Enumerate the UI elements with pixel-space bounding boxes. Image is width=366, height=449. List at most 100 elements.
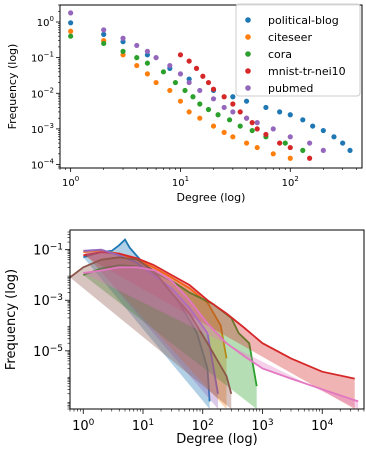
- data-point-cora: [68, 33, 74, 39]
- tick-label: 10−1: [31, 51, 54, 65]
- data-point-political-blog: [263, 104, 269, 111]
- data-point-pubmed: [320, 147, 326, 153]
- series-line-4: [83, 248, 219, 394]
- data-point-political-blog: [300, 117, 306, 123]
- data-point-cora: [101, 40, 107, 47]
- series-area-1: [83, 250, 227, 409]
- data-point-cora: [134, 55, 140, 61]
- plot-frame: [69, 229, 365, 410]
- data-point-cora: [300, 147, 306, 153]
- data-point-citeseer: [177, 98, 184, 104]
- data-point-pubmed: [243, 115, 250, 121]
- data-point-mnist-tr-nei10: [193, 65, 200, 71]
- tick-label: 102: [192, 418, 214, 434]
- data-point-mnist-tr-nei10: [287, 144, 293, 151]
- data-point-citeseer: [197, 115, 203, 121]
- data-point-citeseer: [144, 71, 150, 77]
- tick-label: 101: [172, 175, 189, 189]
- data-point-political-blog: [243, 98, 250, 104]
- data-point-citeseer: [230, 134, 236, 140]
- series-line-6: [83, 266, 359, 403]
- tick-label: 10−1: [33, 243, 63, 259]
- data-point-citeseer: [210, 123, 217, 129]
- legend-entry: citeseer: [268, 31, 312, 44]
- series-area-2: [83, 265, 257, 409]
- plot-frame: [59, 4, 363, 169]
- data-point-cora: [160, 69, 167, 75]
- legend-box: [235, 3, 361, 97]
- data-point-mnist-tr-nei10: [249, 120, 255, 126]
- data-point-cora: [172, 79, 179, 86]
- data-point-mnist-tr-nei10: [205, 79, 212, 86]
- data-point-pubmed: [230, 109, 236, 115]
- data-point-mnist-tr-nei10: [177, 52, 184, 58]
- tick-label: 101: [132, 418, 154, 434]
- data-point-cora: [182, 87, 188, 94]
- tick-label: 10−5: [33, 344, 63, 360]
- data-point-cora: [282, 140, 288, 146]
- legend-marker: [245, 85, 251, 91]
- data-point-political-blog: [347, 147, 353, 153]
- tick-label: 100: [72, 418, 95, 434]
- data-point-mnist-tr-nei10: [200, 73, 206, 79]
- data-point-pubmed: [144, 48, 150, 54]
- data-point-mnist-tr-nei10: [307, 155, 313, 161]
- data-point-mnist-tr-nei10: [230, 101, 236, 107]
- data-point-citeseer: [167, 87, 173, 94]
- data-point-mnist-tr-nei10: [210, 86, 217, 92]
- data-point-mnist-tr-nei10: [221, 94, 227, 100]
- data-point-citeseer: [221, 129, 227, 135]
- data-point-pubmed: [101, 27, 107, 33]
- data-point-citeseer: [153, 79, 159, 86]
- data-point-political-blog: [320, 127, 326, 134]
- tick-label: 100: [37, 15, 54, 29]
- data-point-political-blog: [277, 109, 283, 115]
- series-line-0: [83, 238, 211, 402]
- tick-label: 100: [62, 175, 79, 189]
- data-point-mnist-tr-nei10: [237, 109, 243, 115]
- tick-label: 10−3: [33, 293, 63, 309]
- data-point-political-blog: [310, 123, 316, 129]
- data-point-pubmed: [210, 96, 217, 102]
- series-area-5: [70, 257, 232, 409]
- series-line-2: [82, 264, 258, 387]
- data-point-cora: [226, 117, 233, 123]
- y-axis-label: Frequency (log): [6, 44, 19, 130]
- series-area-3: [83, 252, 355, 409]
- data-point-pubmed: [287, 134, 293, 140]
- data-point-cora: [249, 127, 255, 134]
- data-point-citeseer: [68, 28, 74, 34]
- legend-entry: political-blog: [268, 14, 339, 27]
- data-point-pubmed: [167, 62, 173, 69]
- series-area-4: [83, 249, 218, 409]
- data-point-pubmed: [270, 126, 276, 132]
- data-point-cora: [237, 123, 243, 129]
- data-point-citeseer: [243, 140, 250, 146]
- tick-label: 10−4: [31, 158, 55, 172]
- data-point-pubmed: [120, 35, 126, 41]
- data-point-pubmed: [186, 79, 192, 86]
- x-axis-label: Degree (log): [177, 191, 246, 204]
- legend-entry: mnist-tr-nei10: [268, 65, 346, 78]
- legend-marker: [245, 34, 251, 40]
- legend-marker: [245, 68, 251, 74]
- data-point-citeseer: [134, 62, 140, 69]
- tick-label: 10−2: [31, 86, 54, 100]
- data-point-cora: [215, 112, 221, 118]
- data-point-mnist-tr-nei10: [277, 140, 283, 146]
- data-point-pubmed: [254, 120, 260, 126]
- data-point-cora: [190, 94, 196, 100]
- data-point-pubmed: [134, 42, 140, 49]
- data-point-citeseer: [287, 155, 293, 161]
- tick-label: 103: [251, 418, 273, 434]
- data-point-cora: [120, 48, 126, 54]
- legend-entry: cora: [268, 48, 292, 61]
- x-axis-label: Degree (log): [176, 432, 257, 447]
- tick-label: 104: [311, 418, 334, 434]
- data-point-pubmed: [197, 87, 203, 94]
- data-point-mnist-tr-nei10: [186, 58, 192, 64]
- tick-label: 102: [282, 175, 299, 189]
- data-point-cora: [205, 106, 212, 113]
- data-point-political-blog: [340, 140, 346, 146]
